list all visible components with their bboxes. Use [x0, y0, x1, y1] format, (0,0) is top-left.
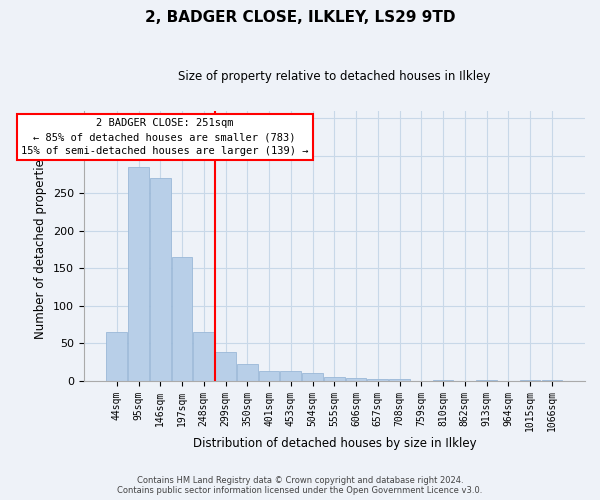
X-axis label: Distribution of detached houses by size in Ilkley: Distribution of detached houses by size …: [193, 437, 476, 450]
Bar: [128, 167, 149, 380]
Bar: [193, 332, 214, 380]
Text: 2, BADGER CLOSE, ILKLEY, LS29 9TD: 2, BADGER CLOSE, ILKLEY, LS29 9TD: [145, 10, 455, 25]
Bar: [324, 377, 344, 380]
Bar: [280, 371, 301, 380]
Y-axis label: Number of detached properties: Number of detached properties: [34, 152, 47, 338]
Bar: [346, 378, 367, 380]
Bar: [215, 352, 236, 380]
Bar: [172, 257, 193, 380]
Bar: [389, 379, 410, 380]
Bar: [367, 379, 388, 380]
Text: Contains HM Land Registry data © Crown copyright and database right 2024.
Contai: Contains HM Land Registry data © Crown c…: [118, 476, 482, 495]
Bar: [150, 178, 170, 380]
Title: Size of property relative to detached houses in Ilkley: Size of property relative to detached ho…: [178, 70, 491, 83]
Bar: [106, 332, 127, 380]
Bar: [237, 364, 257, 380]
Bar: [302, 373, 323, 380]
Bar: [259, 371, 280, 380]
Text: 2 BADGER CLOSE: 251sqm
← 85% of detached houses are smaller (783)
15% of semi-de: 2 BADGER CLOSE: 251sqm ← 85% of detached…: [21, 118, 308, 156]
